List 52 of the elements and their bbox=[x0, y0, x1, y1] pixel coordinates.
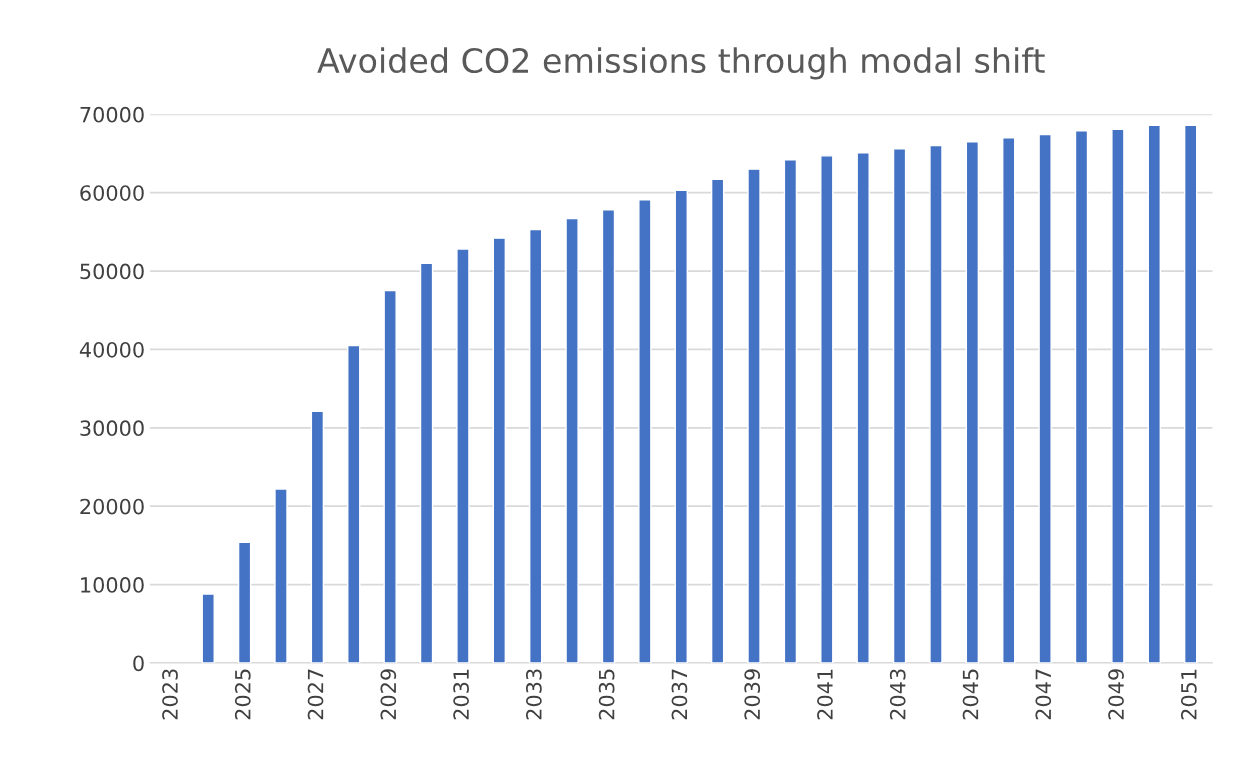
x-tick-label: 2031 bbox=[453, 669, 469, 720]
bar bbox=[310, 410, 325, 663]
y-tick-label: 30000 bbox=[80, 420, 144, 437]
bar bbox=[383, 289, 397, 663]
bar bbox=[674, 189, 688, 663]
y-tick-label: 50000 bbox=[80, 263, 144, 280]
bar bbox=[1111, 128, 1125, 663]
x-tick-label: 2045 bbox=[962, 669, 979, 720]
x-tick-label: 2033 bbox=[525, 669, 542, 720]
bar bbox=[965, 141, 980, 663]
bar bbox=[783, 159, 798, 663]
bar bbox=[492, 237, 507, 663]
bar bbox=[237, 541, 252, 663]
bar bbox=[1002, 137, 1016, 663]
bar bbox=[347, 344, 361, 663]
x-tick-label: 2051 bbox=[1180, 669, 1197, 720]
x-tick-label: 2037 bbox=[671, 669, 688, 720]
bar bbox=[601, 209, 616, 663]
x-tick-label: 2041 bbox=[817, 669, 833, 720]
x-tick-label: 2029 bbox=[380, 669, 397, 720]
y-tick-label: 60000 bbox=[80, 185, 144, 201]
bar bbox=[456, 248, 470, 663]
x-tick-label: 2023 bbox=[162, 669, 178, 720]
x-tick-label: 2039 bbox=[744, 669, 761, 720]
bar bbox=[1147, 124, 1161, 663]
y-tick-label: 0 bbox=[133, 655, 144, 672]
y-tick-label: 70000 bbox=[80, 106, 144, 123]
bar bbox=[529, 228, 543, 663]
y-tick-label: 10000 bbox=[81, 577, 144, 593]
bar bbox=[274, 488, 288, 663]
bar bbox=[820, 155, 834, 663]
y-tick-label: 40000 bbox=[79, 341, 144, 358]
bar bbox=[856, 152, 870, 663]
chart-title: Avoided CO2 emissions through modal shift bbox=[317, 47, 1045, 80]
x-tick-label: 2025 bbox=[234, 669, 251, 720]
bar bbox=[710, 178, 725, 663]
x-tick-label: 2047 bbox=[1035, 669, 1052, 720]
bar bbox=[929, 144, 943, 663]
bar bbox=[747, 168, 761, 663]
x-tick-label: 2043 bbox=[889, 669, 906, 720]
bar bbox=[892, 148, 907, 663]
bar bbox=[1183, 124, 1198, 663]
y-tick-label: 20000 bbox=[80, 498, 144, 515]
bar bbox=[638, 199, 652, 663]
bar bbox=[565, 217, 579, 663]
bar bbox=[1038, 133, 1052, 663]
x-tick-label: 2049 bbox=[1108, 669, 1124, 720]
x-tick-label: 2035 bbox=[598, 669, 615, 720]
bar bbox=[1074, 130, 1089, 663]
bar bbox=[201, 593, 215, 663]
bar bbox=[419, 262, 434, 663]
x-tick-label: 2027 bbox=[307, 669, 324, 720]
